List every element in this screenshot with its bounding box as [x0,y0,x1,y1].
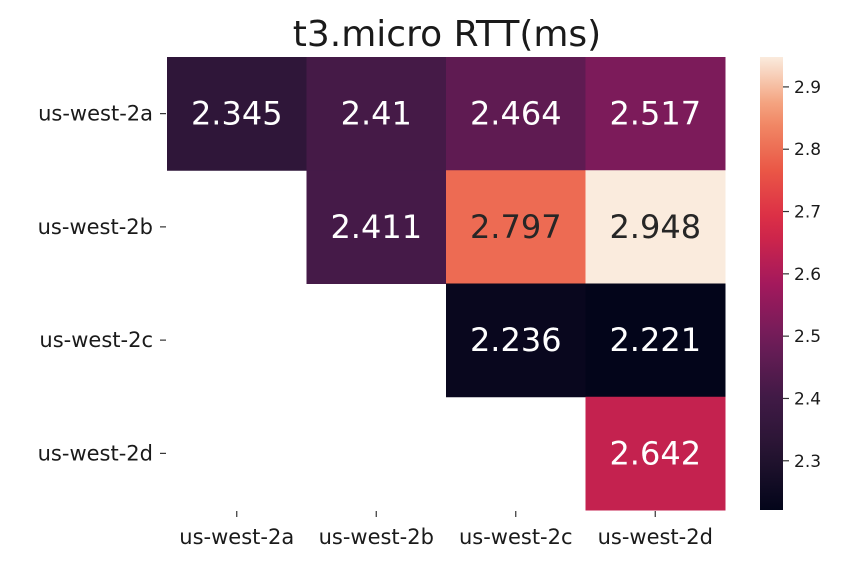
colorbar-tick-label: 2.8 [794,140,821,160]
heatmap-cell [446,170,586,284]
colorbar-tick-label: 2.9 [794,78,821,98]
cell-value-label: 2.517 [609,95,701,133]
cell-value-label: 2.236 [470,321,562,359]
y-tick-label: us-west-2a [38,102,153,126]
cell-value-label: 2.797 [470,208,562,246]
cell-value-label: 2.411 [330,208,422,246]
heatmap-cell [306,57,447,171]
cell-value-label: 2.464 [470,95,562,133]
heatmap-cell [585,396,726,511]
chart-title: t3.micro RTT(ms) [293,14,601,55]
colorbar-tick-label: 2.4 [794,389,821,409]
heatmap-cell [306,170,447,284]
cell-value-label: 2.642 [609,434,701,472]
x-tick-label: us-west-2a [179,525,294,549]
x-tick-label: us-west-2d [598,525,713,549]
colorbar-tick-label: 2.6 [794,265,821,285]
colorbar [760,57,783,510]
y-axis-labels: us-west-2a us-west-2b us-west-2c us-west-2d [38,102,166,465]
x-axis-labels: us-west-2a us-west-2b us-west-2c us-west-2d [179,511,713,549]
cell-value-label: 2.41 [341,95,412,133]
heatmap-cell [585,283,726,398]
heatmap-cell [585,170,726,284]
heatmap-cell [446,57,586,171]
x-tick-label: us-west-2c [459,525,573,549]
colorbar-ticks: 2.3 2.4 2.5 2.6 2.7 2.8 2.9 [783,78,821,472]
colorbar-tick-label: 2.5 [794,327,821,347]
colorbar-tick-label: 2.7 [794,203,821,223]
cell-value-label: 2.345 [191,95,283,133]
x-tick-label: us-west-2b [319,525,434,549]
y-tick-label: us-west-2d [38,441,153,465]
heatmap-cell [167,57,307,171]
heatmap-cell [585,57,726,171]
cell-value-label: 2.948 [609,208,701,246]
heatmap-cell [446,283,586,398]
y-tick-label: us-west-2b [38,215,153,239]
heatmap-cells: 2.345 2.41 2.464 2.517 2.411 2.797 2.948 2.236 2… [167,57,726,511]
y-tick-label: us-west-2c [39,328,153,352]
cell-value-label: 2.221 [609,321,701,359]
colorbar-tick-label: 2.3 [794,452,821,472]
